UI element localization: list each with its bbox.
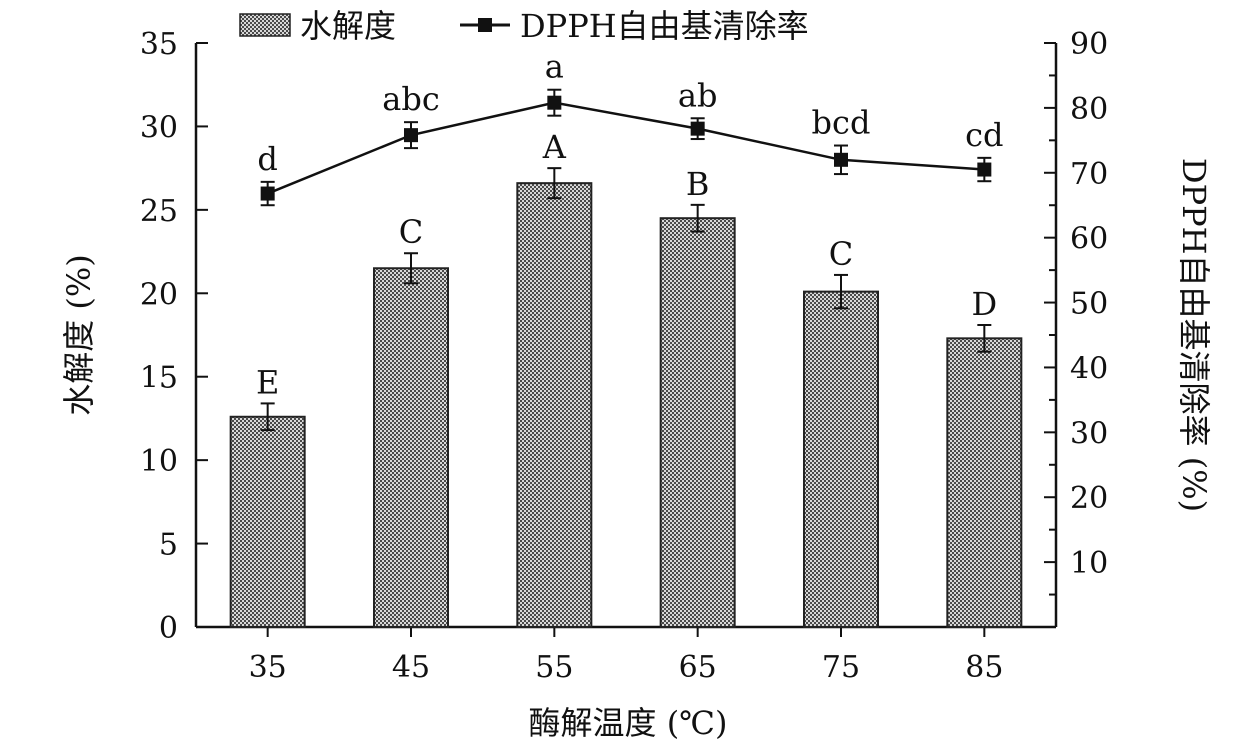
x-tick-label: 45 [392,650,430,685]
line-point [547,95,562,110]
y-left-axis-title: 水解度 (%) [60,254,98,416]
bar-significance-label: B [686,165,710,203]
y-right-axis-title: DPPH自由基清除率 (%) [1175,158,1213,512]
line-point [690,121,705,136]
line-point [404,128,418,143]
y-right-tick-label: 90 [1070,27,1108,62]
y-left-tick-label: 5 [159,528,178,563]
y-right-tick-label: 70 [1070,157,1108,192]
bar [803,290,879,628]
bar-significance-label: C [829,235,853,273]
x-tick-label: 55 [535,650,573,685]
y-right-tick-label: 60 [1070,222,1108,257]
y-right-tick-label: 40 [1070,351,1108,386]
legend-label-bar: 水解度 [300,7,396,45]
legend-label-dpph: DPPH自由基清除率 [520,7,809,45]
x-axis-title: 酶解温度 (℃) [529,704,728,742]
x-tick-label: 35 [249,650,287,685]
y-left-tick-label: 30 [140,110,178,145]
plot-area: 0 5 10 15 20 25 30 35 10 20 30 40 50 60 70 80 90 35 45 55 65… [140,27,1108,685]
line-point [977,162,992,177]
y-right-tick-label: 10 [1070,546,1108,581]
dpph-line [267,101,985,195]
bar [229,415,306,629]
line-point [834,152,848,167]
y-right-tick-label: 80 [1070,92,1108,127]
legend: 水解度 DPPH自由基清除率 [239,7,809,45]
line-significance-label: a [545,48,564,86]
bar-significance-label: C [399,213,423,251]
bar [516,182,593,628]
line-significance-label: cd [965,116,1003,154]
y-left-tick-label: 0 [159,611,178,646]
bar-significance-label: A [542,128,567,166]
y-left-tick-label: 10 [140,444,178,479]
line-point [260,186,275,201]
y-right-tick-label: 30 [1070,416,1108,451]
y-right-tick-label: 50 [1070,287,1108,322]
y-left-tick-label: 20 [140,277,178,312]
y-left-tick-label: 35 [140,27,178,62]
line-significance-label: bcd [812,104,871,142]
line-significance-label: d [257,140,277,178]
legend-swatch-bar [239,13,291,37]
bar [373,267,449,628]
y-left-tick-label: 25 [140,194,178,229]
y-left-tick-label: 15 [140,361,178,396]
legend-marker-dpph [478,18,492,32]
y-right-tick-label: 20 [1070,481,1108,516]
bar [946,337,1023,628]
line-significance-label: abc [382,80,439,118]
line-significance-label: ab [678,76,718,114]
bar-significance-label: D [972,285,998,323]
x-tick-label: 75 [822,650,860,685]
x-tick-label: 65 [679,650,717,685]
x-tick-label: 85 [965,650,1003,685]
bar [659,217,736,628]
bar-significance-label: E [256,363,279,401]
